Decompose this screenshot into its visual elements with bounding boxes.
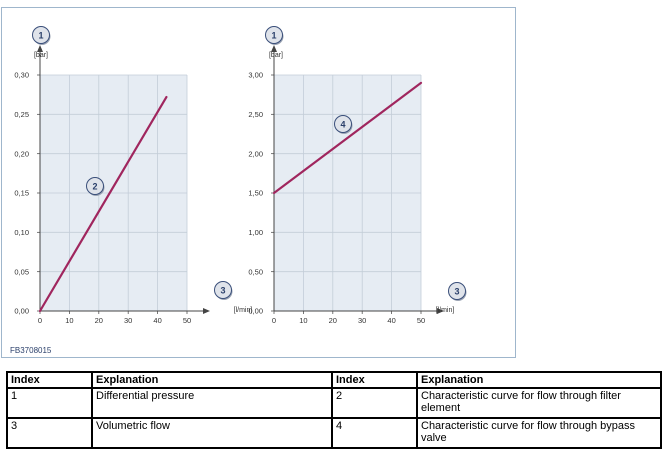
- chart-2-y-tick-label: 0,50: [248, 267, 263, 276]
- cell-index: 4: [331, 417, 418, 449]
- chart-1-callout-curve-label: 2: [92, 181, 97, 191]
- chart-1-x-tick-label: 0: [38, 316, 42, 325]
- table-row: 3 Volumetric flow 4 Characteristic curve…: [6, 417, 662, 449]
- chart-2-x-tick-label: 10: [299, 316, 307, 325]
- chart-2-y-unit-label: [bar]: [269, 52, 283, 59]
- cell-explanation: Volumetric flow: [91, 417, 333, 449]
- chart-2-x-tick-label: 50: [417, 316, 425, 325]
- chart-2-callout-curve: [334, 115, 352, 133]
- chart-2-callout-y-axis: [265, 26, 283, 44]
- cell-explanation: Characteristic curve for flow through fi…: [416, 387, 662, 419]
- cell-explanation: Characteristic curve for flow through by…: [416, 417, 662, 449]
- chart-1-x-axis-arrow: [203, 308, 210, 314]
- chart-1-callout-curve: [86, 177, 104, 195]
- table-row: 1 Differential pressure 2 Characteristic…: [6, 387, 662, 419]
- cell-index: 3: [6, 417, 93, 449]
- chart-2-y-tick-label: 2,50: [248, 110, 263, 119]
- chart-1-x-tick-label: 50: [183, 316, 191, 325]
- cell-explanation: Differential pressure: [91, 387, 333, 419]
- chart-2-x-axis-arrow: [437, 308, 444, 314]
- chart-2-callout-x-axis-label: 3: [454, 286, 459, 296]
- charts-svg: FB3708015 0 10 20 30 40 500,000,050,100,150,2…: [10, 26, 467, 355]
- cell-index: 1: [6, 387, 93, 419]
- chart-2-x-unit-label: [l/min]: [436, 307, 455, 314]
- chart-2-x-tick-label: 40: [387, 316, 395, 325]
- chart-1-x-tick-label: 20: [95, 316, 103, 325]
- chart-2-series-line: [272, 81, 423, 195]
- chart-1-x-unit-label: [l/min]: [234, 307, 253, 314]
- chart-2-x-tick-label: 20: [329, 316, 337, 325]
- chart-2-y-tick-label: 0,00: [248, 307, 263, 316]
- chart-2-callout-y-axis-label: 1: [271, 30, 276, 40]
- chart-1-callout-x-axis-label: 3: [220, 285, 225, 295]
- chart-1-y-tick-label: 0,15: [14, 189, 29, 198]
- chart-1-y-tick-label: 0,00: [14, 307, 29, 316]
- chart-1-callout-y-axis: [32, 26, 50, 44]
- chart-2-y-tick-label: 3,00: [248, 71, 263, 80]
- chart-1-y-tick-label: 0,20: [14, 149, 29, 158]
- chart-2-callout-curve-label: 4: [340, 119, 345, 129]
- chart-1-callout-y-axis-label: 1: [38, 30, 43, 40]
- header-index-1: Index: [6, 371, 93, 389]
- chart-1-y-tick-label: 0,30: [14, 71, 29, 80]
- chart-1-x-tick-label: 10: [65, 316, 73, 325]
- chart-1-y-axis-arrow: [37, 45, 43, 52]
- chart-1-callout-x-axis: [214, 281, 232, 299]
- legend-table: Index Explanation Index Explanation 1 Di…: [6, 371, 662, 449]
- header-explanation-2: Explanation: [416, 371, 662, 389]
- cell-index: 2: [331, 387, 418, 419]
- chart-2-y-tick-label: 1,50: [248, 189, 263, 198]
- chart-1-y-tick-label: 0,10: [14, 228, 29, 237]
- chart-1-y-tick-label: 0,05: [14, 267, 29, 276]
- header-index-2: Index: [331, 371, 418, 389]
- chart-2-x-tick-label: 0: [272, 316, 276, 325]
- chart-1-y-tick-label: 0,25: [14, 110, 29, 119]
- chart-2-callout-x-axis: [448, 282, 466, 300]
- chart-2-y-tick-label: 1,00: [248, 228, 263, 237]
- chart-1-series-line: [38, 95, 168, 313]
- chart-2-y-tick-label: 2,00: [248, 149, 263, 158]
- chart-1-x-tick-label: 30: [124, 316, 132, 325]
- chart-2-x-tick-label: 30: [358, 316, 366, 325]
- figure-id: FB3708015: [10, 346, 52, 355]
- legend-header-row: Index Explanation Index Explanation: [6, 371, 662, 389]
- chart-1-x-tick-label: 40: [153, 316, 161, 325]
- header-explanation-1: Explanation: [91, 371, 333, 389]
- chart-1-y-unit-label: [bar]: [34, 52, 48, 59]
- chart-2-y-axis-arrow: [271, 45, 277, 52]
